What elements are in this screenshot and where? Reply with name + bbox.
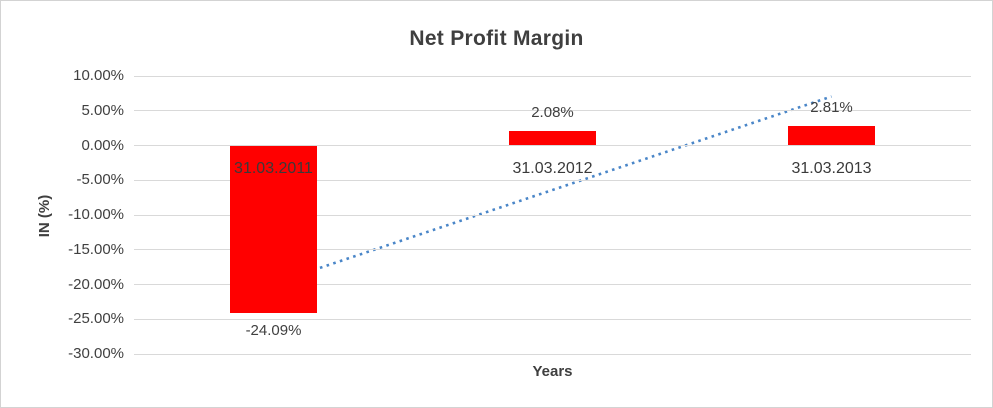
bar-31.03.2012[interactable] [509, 131, 596, 146]
y-axis-tick-label: -5.00% [76, 171, 124, 189]
bar-31.03.2013[interactable] [788, 125, 875, 146]
gridline [134, 179, 971, 181]
y-axis-tick-label: 5.00% [81, 101, 124, 119]
category-label: 31.03.2012 [512, 159, 593, 177]
chart-title: Net Profit Margin [409, 27, 584, 50]
y-axis-tick-label: -15.00% [68, 240, 124, 258]
y-axis-tick-label: 0.00% [81, 136, 124, 154]
trendline-dotted[interactable] [273, 95, 832, 285]
gridline [134, 145, 971, 146]
gridline [134, 214, 971, 216]
y-axis-tick-label: -25.00% [68, 310, 124, 328]
gridline [134, 318, 971, 320]
x-axis-title: Years [532, 363, 573, 380]
gridline [134, 284, 971, 285]
gridline [134, 249, 971, 251]
data-label: 2.08% [531, 104, 574, 122]
y-axis-tick-label: 10.00% [73, 67, 124, 84]
gridline [134, 75, 971, 77]
category-label: 31.03.2013 [791, 159, 872, 177]
y-axis-tick-label: -10.00% [68, 206, 124, 223]
gridline [134, 110, 971, 112]
category-label: 31.03.2011 [234, 159, 313, 177]
bar-31.03.2011[interactable] [230, 145, 317, 313]
gridline [134, 353, 971, 355]
data-label: -24.09% [245, 321, 302, 339]
y-axis-tick-label: -30.00% [68, 345, 124, 362]
y-axis-tick-label: -20.00% [68, 275, 124, 293]
data-label: 2.81% [810, 98, 853, 116]
